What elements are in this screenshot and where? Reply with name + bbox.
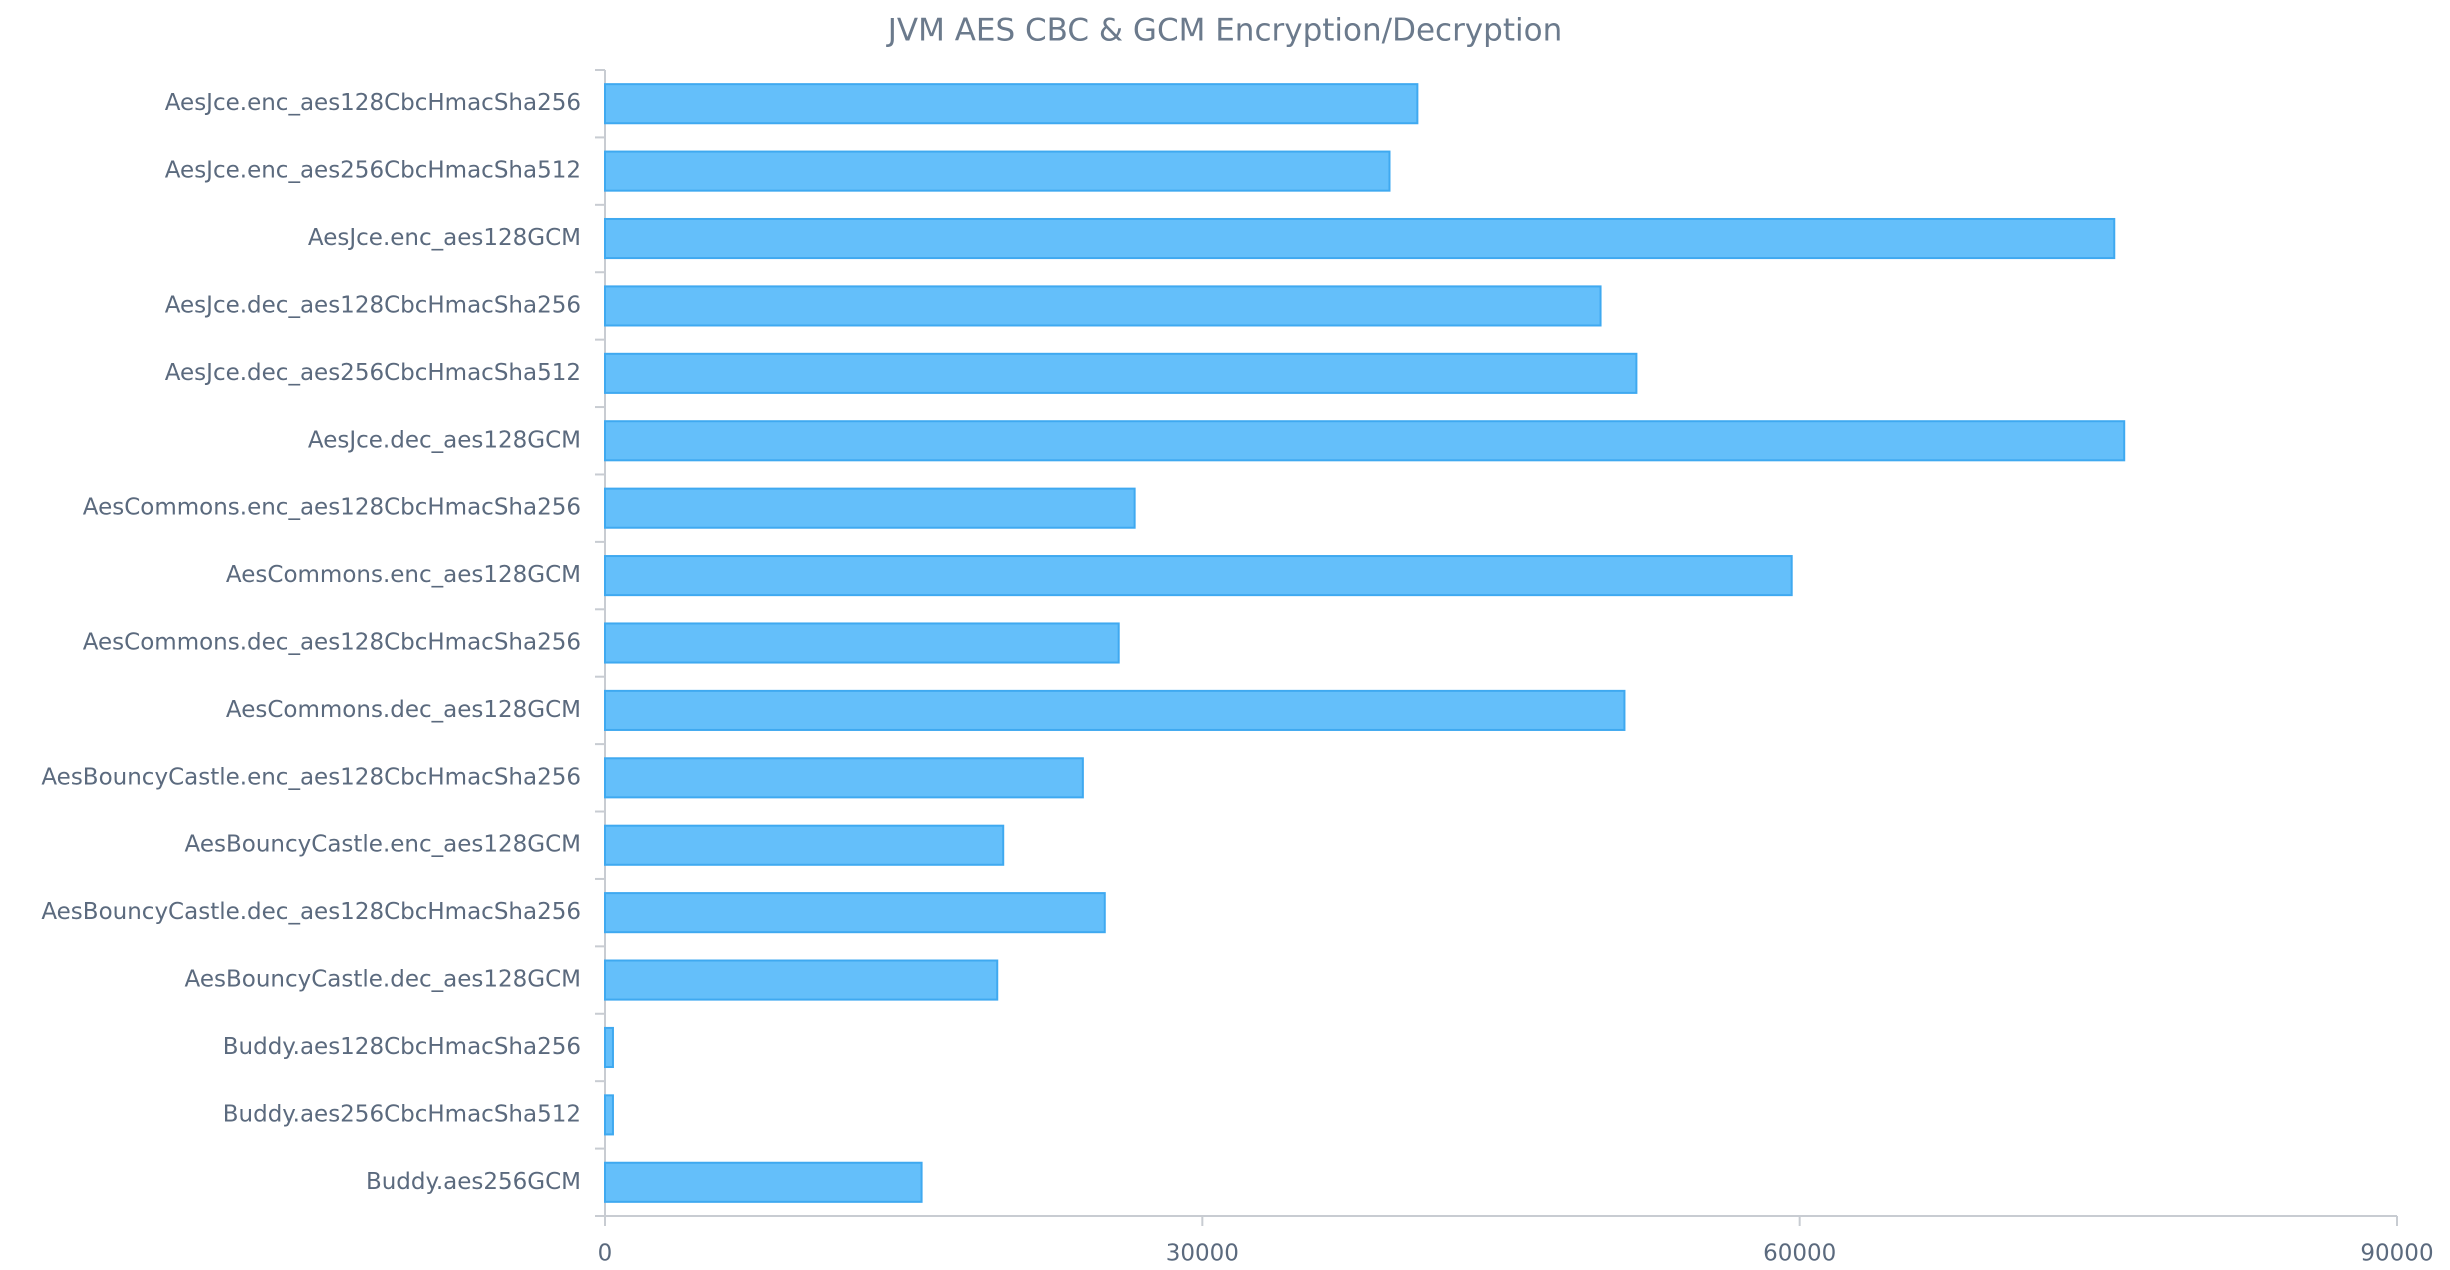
- y-tick-label: AesCommons.dec_aes128GCM: [226, 697, 581, 723]
- y-tick-label: AesBouncyCastle.enc_aes128CbcHmacSha256: [41, 764, 581, 790]
- y-tick-label: AesJce.dec_aes256CbcHmacSha512: [165, 360, 581, 386]
- y-tick-label: AesJce.dec_aes128GCM: [308, 427, 581, 453]
- y-tick-label: Buddy.aes256CbcHmacSha512: [223, 1101, 581, 1127]
- x-tick-label: 30000: [1166, 1241, 1239, 1267]
- y-tick-label: Buddy.aes128CbcHmacSha256: [223, 1034, 581, 1060]
- y-tick-label: AesCommons.dec_aes128CbcHmacSha256: [83, 630, 581, 656]
- bar: [604, 487, 1136, 529]
- y-tick-label: Buddy.aes256GCM: [366, 1169, 581, 1195]
- bar: [604, 1094, 614, 1136]
- x-tick-label: 90000: [2360, 1241, 2433, 1267]
- y-tick-label: AesBouncyCastle.dec_aes128CbcHmacSha256: [41, 899, 581, 925]
- bar: [604, 150, 1391, 192]
- bar: [604, 892, 1106, 934]
- bar: [604, 824, 1005, 866]
- y-tick-label: AesJce.enc_aes128CbcHmacSha256: [165, 90, 581, 116]
- x-tick-label: 60000: [1763, 1241, 1836, 1267]
- bar: [604, 757, 1084, 799]
- bar: [604, 217, 2116, 260]
- y-tick-label: AesJce.enc_aes256CbcHmacSha512: [165, 158, 581, 184]
- chart-title: JVM AES CBC & GCM Encryption/Decryption: [886, 13, 1562, 49]
- y-tick-label: AesBouncyCastle.dec_aes128GCM: [185, 967, 581, 993]
- bar: [604, 622, 1120, 664]
- x-tick-label: 0: [598, 1241, 613, 1267]
- bar: [604, 1161, 923, 1203]
- y-tick-label: AesJce.enc_aes128GCM: [308, 225, 581, 251]
- y-tick-label: AesCommons.enc_aes128CbcHmacSha256: [83, 495, 581, 521]
- bar: [604, 689, 1626, 731]
- bar: [604, 959, 999, 1001]
- y-tick-label: AesBouncyCastle.enc_aes128GCM: [185, 832, 581, 858]
- bar: [604, 420, 2126, 462]
- bar: [604, 285, 1602, 327]
- y-tick-label: AesJce.dec_aes128CbcHmacSha256: [165, 292, 581, 318]
- bar: [604, 352, 1638, 394]
- bar: [604, 555, 1793, 597]
- y-tick-label: AesCommons.enc_aes128GCM: [226, 562, 581, 588]
- bar: [604, 1026, 614, 1069]
- bar: [604, 83, 1419, 125]
